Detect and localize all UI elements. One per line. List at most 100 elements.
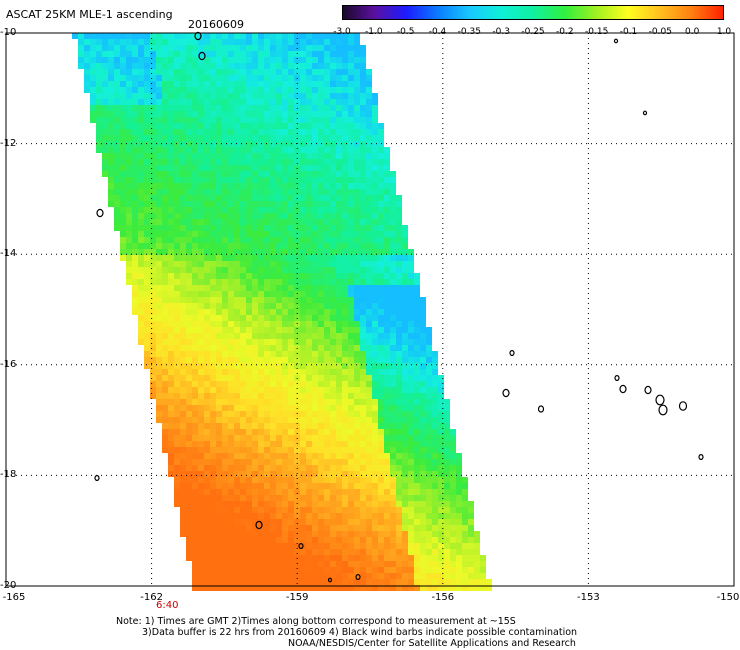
swath-cell bbox=[390, 531, 396, 537]
swath-cell bbox=[360, 435, 366, 441]
swath-cell bbox=[384, 201, 390, 207]
swath-cell bbox=[282, 321, 288, 327]
swath-cell bbox=[366, 519, 372, 525]
swath-cell bbox=[300, 195, 306, 201]
swath-cell bbox=[216, 357, 222, 363]
swath-cell bbox=[348, 153, 354, 159]
swath-cell bbox=[384, 567, 390, 573]
swath-cell bbox=[384, 417, 390, 423]
swath-cell bbox=[204, 285, 210, 291]
swath-cell bbox=[294, 309, 300, 315]
swath-cell bbox=[198, 339, 204, 345]
swath-cell bbox=[258, 579, 264, 585]
swath-cell bbox=[318, 75, 324, 81]
swath-cell bbox=[210, 93, 216, 99]
swath-cell bbox=[360, 147, 366, 153]
swath-cell bbox=[360, 459, 366, 465]
swath-cell bbox=[318, 243, 324, 249]
swath-cell bbox=[216, 177, 222, 183]
swath-cell bbox=[330, 159, 336, 165]
swath-cell bbox=[228, 87, 234, 93]
swath-cell bbox=[90, 75, 96, 81]
swath-cell bbox=[330, 471, 336, 477]
swath-cell bbox=[342, 267, 348, 273]
swath-cell bbox=[306, 549, 312, 555]
swath-cell bbox=[402, 543, 408, 549]
swath-cell bbox=[222, 369, 228, 375]
swath-cell bbox=[216, 129, 222, 135]
swath-cell bbox=[156, 357, 162, 363]
swath-cell bbox=[138, 63, 144, 69]
swath-cell bbox=[234, 87, 240, 93]
swath-cell bbox=[222, 45, 228, 51]
swath-cell bbox=[426, 423, 432, 429]
swath-cell bbox=[252, 177, 258, 183]
swath-cell bbox=[270, 57, 276, 63]
swath-cell bbox=[114, 177, 120, 183]
swath-cell bbox=[390, 507, 396, 513]
swath-cell bbox=[150, 339, 156, 345]
swath-cell bbox=[438, 573, 444, 579]
swath-cell bbox=[246, 345, 252, 351]
swath-cell bbox=[300, 381, 306, 387]
swath-cell bbox=[162, 243, 168, 249]
swath-cell bbox=[204, 399, 210, 405]
swath-cell bbox=[330, 381, 336, 387]
swath-cell bbox=[246, 417, 252, 423]
swath-cell bbox=[372, 225, 378, 231]
scale-label: -0.4 bbox=[428, 27, 447, 37]
swath-cell bbox=[312, 141, 318, 147]
swath-cell bbox=[258, 297, 264, 303]
swath-cell bbox=[96, 87, 102, 93]
swath-cell bbox=[108, 117, 114, 123]
swath-cell bbox=[348, 519, 354, 525]
swath-cell bbox=[318, 501, 324, 507]
swath-cell bbox=[360, 549, 366, 555]
swath-cell bbox=[390, 561, 396, 567]
swath-cell bbox=[288, 417, 294, 423]
swath-cell bbox=[306, 231, 312, 237]
swath-cell bbox=[228, 165, 234, 171]
swath-cell bbox=[384, 585, 390, 591]
swath-cell bbox=[174, 99, 180, 105]
swath-cell bbox=[288, 483, 294, 489]
swath-cell bbox=[378, 261, 384, 267]
swath-cell bbox=[354, 459, 360, 465]
swath-cell bbox=[306, 531, 312, 537]
swath-cell bbox=[414, 291, 420, 297]
swath-cell bbox=[270, 567, 276, 573]
swath-cell bbox=[372, 159, 378, 165]
swath-cell bbox=[390, 189, 396, 195]
swath-cell bbox=[216, 339, 222, 345]
swath-cell bbox=[234, 315, 240, 321]
swath-cell bbox=[420, 363, 426, 369]
swath-cell bbox=[162, 33, 168, 39]
swath-cell bbox=[354, 219, 360, 225]
swath-cell bbox=[234, 447, 240, 453]
swath-cell bbox=[324, 459, 330, 465]
swath-cell bbox=[396, 339, 402, 345]
swath-cell bbox=[342, 159, 348, 165]
swath-cell bbox=[264, 255, 270, 261]
swath-cell bbox=[336, 393, 342, 399]
swath-cell bbox=[126, 177, 132, 183]
swath-cell bbox=[384, 345, 390, 351]
swath-cell bbox=[132, 105, 138, 111]
swath-cell bbox=[228, 387, 234, 393]
swath-cell bbox=[174, 483, 180, 489]
swath-cell bbox=[204, 165, 210, 171]
swath-cell bbox=[318, 195, 324, 201]
swath-cell bbox=[138, 153, 144, 159]
swath-cell bbox=[258, 417, 264, 423]
swath-cell bbox=[408, 531, 414, 537]
swath-cell bbox=[174, 33, 180, 39]
swath-cell bbox=[210, 423, 216, 429]
swath-cell bbox=[78, 33, 84, 39]
swath-cell bbox=[234, 423, 240, 429]
swath-cell bbox=[222, 531, 228, 537]
swath-cell bbox=[132, 243, 138, 249]
swath-cell bbox=[408, 339, 414, 345]
swath-cell bbox=[186, 495, 192, 501]
swath-cell bbox=[240, 441, 246, 447]
swath-cell bbox=[342, 39, 348, 45]
